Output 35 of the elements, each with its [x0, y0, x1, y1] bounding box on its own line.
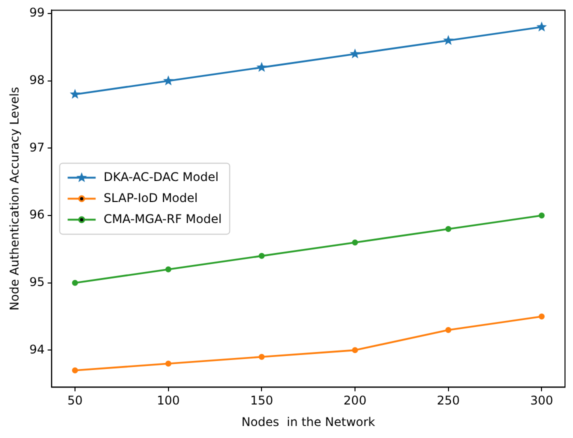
- point: [445, 326, 452, 333]
- y-tick-label: 97: [29, 140, 45, 154]
- x-tick-label: 250: [436, 394, 460, 408]
- legend-label: SLAP-IoD Model: [104, 190, 198, 205]
- point: [258, 354, 265, 360]
- x-tick-label: 150: [250, 394, 274, 408]
- x-tick-label: 300: [530, 394, 554, 408]
- x-tick-label: 100: [156, 394, 180, 408]
- y-tick-label: 96: [29, 208, 45, 222]
- point: [256, 62, 267, 72]
- y-tick-label: 94: [29, 342, 45, 356]
- point: [350, 48, 360, 58]
- point: [72, 280, 78, 286]
- legend-label: DKA-AC-DAC Model: [104, 170, 219, 184]
- point: [538, 212, 545, 219]
- point: [72, 367, 78, 374]
- point: [165, 266, 172, 272]
- y-tick-label: 98: [29, 73, 45, 88]
- point: [352, 239, 358, 246]
- x-tick-label: 200: [344, 394, 366, 408]
- point: [443, 34, 454, 45]
- point: [445, 226, 452, 232]
- point: [352, 347, 358, 354]
- x-tick-label: 50: [67, 394, 83, 408]
- y-tick-label: 99: [29, 6, 45, 20]
- point: [70, 88, 80, 99]
- point: [536, 22, 547, 32]
- x-axis-title: Nodes in the Network: [242, 414, 376, 429]
- point: [165, 360, 172, 367]
- point: [258, 252, 265, 259]
- legend-label: CMA-MGA-RF Model: [104, 212, 222, 226]
- point: [538, 314, 545, 320]
- y-tick-label: 95: [29, 274, 45, 289]
- y-axis-title: Node Authentication Accuracy Levels: [7, 86, 22, 310]
- point: [163, 75, 174, 86]
